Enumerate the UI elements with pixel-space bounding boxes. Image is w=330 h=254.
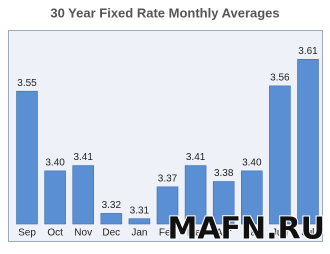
value-label: 3.37 [158,173,178,184]
x-tick-label: Jun [272,228,288,239]
value-label: 3.40 [45,158,65,169]
value-label: 3.40 [242,158,262,169]
x-tick-label: May [242,228,261,239]
value-label: 3.38 [214,168,234,179]
x-tick-label: Oct [47,228,63,239]
x-tick-label: Mar [187,228,205,239]
bar [72,165,94,225]
value-label: 3.41 [186,152,206,163]
bar [297,59,319,225]
bar [184,165,207,225]
x-tick-label: Nov [74,228,92,239]
bar [100,213,123,225]
bar [128,218,151,225]
bar [269,85,291,225]
bar [241,170,263,225]
x-tick-label: Dec [102,228,120,239]
value-label: 3.31 [130,205,150,216]
bar [212,181,235,225]
value-label: 3.32 [102,200,122,211]
x-tick-label: Apr [216,228,232,239]
bar [44,170,66,225]
x-tick-label: Jan [131,228,147,239]
x-tick-label: Sep [18,228,36,239]
value-label: 3.41 [73,152,93,163]
x-tick-label: Jul [302,228,315,239]
bar [16,90,38,225]
value-label: 3.55 [17,78,37,89]
watermark: MAFN.RU [167,212,325,247]
bar [156,186,179,225]
value-label: 3.56 [270,73,290,84]
value-label: 3.61 [298,46,318,57]
x-tick-label: Feb [159,228,177,239]
marks: 3.55 Sep 3.40 Oct 3.41 Nov 3.32 Dec 3.31 Jan 3.37 F… [16,46,319,239]
chart-title: 30 Year Fixed Rate Monthly Averages [50,5,279,20]
